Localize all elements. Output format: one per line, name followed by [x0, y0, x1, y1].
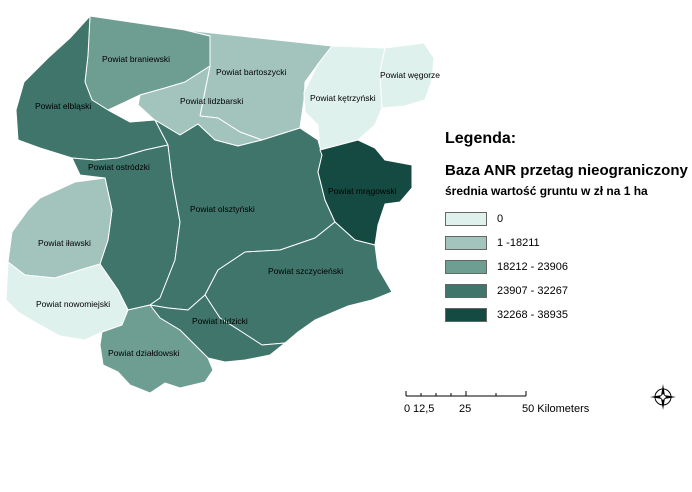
choropleth-map: Powiat braniewski Powiat bartoszycki Pow…: [5, 15, 440, 394]
map-legend: Legenda: Baza ANR przetag nieograniczony…: [445, 130, 688, 327]
region-label-szczycienski: Powiat szczycieński: [268, 266, 343, 276]
region-label-olsztynski: Powiat olsztyński: [190, 204, 255, 214]
legend-swatch: [445, 260, 487, 274]
region-ilawski[interactable]: [7, 177, 113, 279]
legend-dataset-title: Baza ANR przetag nieograniczony: [445, 162, 688, 179]
region-label-wegorzewski: Powiat węgorzewski: [380, 70, 440, 80]
region-dzialdowski[interactable]: [99, 304, 214, 394]
legend-swatch: [445, 212, 487, 226]
legend-title: Legenda:: [445, 130, 517, 147]
scale-tick-label: 0: [404, 403, 411, 415]
legend-item: 0: [445, 207, 688, 231]
scale-labels: 0 12,5 25 50 Kilometers: [402, 403, 602, 417]
region-label-elblaski: Powiat elbląski: [35, 101, 91, 111]
legend-measure-title: średnia wartość gruntu w zł na 1 ha: [445, 184, 648, 198]
region-label-ketrzynski: Powiat kętrzyński: [310, 93, 376, 103]
region-label-ostrodzki: Powiat ostródzki: [88, 162, 150, 172]
legend-item-label: 23907 - 32267: [497, 285, 568, 297]
scale-tick-label: 25: [459, 403, 472, 415]
region-label-nowomiejski: Powiat nowomiejski: [36, 299, 110, 309]
legend-item: 23907 - 32267: [445, 279, 688, 303]
legend-item-label: 18212 - 23906: [497, 261, 568, 273]
legend-swatch: [445, 284, 487, 298]
region-label-ilawski: Powiat iławski: [38, 238, 91, 248]
legend-item-label: 1 -18211: [497, 237, 540, 249]
region-label-nidzicki: Powiat nidzicki: [192, 316, 248, 326]
region-label-lidzbarski: Powiat lidzbarski: [180, 96, 243, 106]
scale-tick-label: 50 Kilometers: [522, 403, 590, 415]
region-mragowski[interactable]: [317, 139, 413, 246]
north-arrow-icon: [650, 384, 676, 410]
legend-item: 1 -18211: [445, 231, 688, 255]
legend-swatch: [445, 308, 487, 322]
region-wegorzewski[interactable]: [379, 42, 435, 109]
legend-item-label: 32268 - 38935: [497, 309, 568, 321]
region-label-bartoszycki: Powiat bartoszycki: [216, 67, 286, 77]
legend-item: 18212 - 23906: [445, 255, 688, 279]
legend-item: 32268 - 38935: [445, 303, 688, 327]
region-label-mragowski: Powiat mrągowski: [328, 186, 397, 196]
scale-bar: [405, 391, 527, 397]
scale-tick-label: 12,5: [413, 403, 435, 415]
region-label-braniewski: Powiat braniewski: [102, 54, 170, 64]
region-label-dzialdowski: Powiat działdowski: [108, 348, 179, 358]
legend-swatch: [445, 236, 487, 250]
legend-item-label: 0: [497, 213, 504, 225]
